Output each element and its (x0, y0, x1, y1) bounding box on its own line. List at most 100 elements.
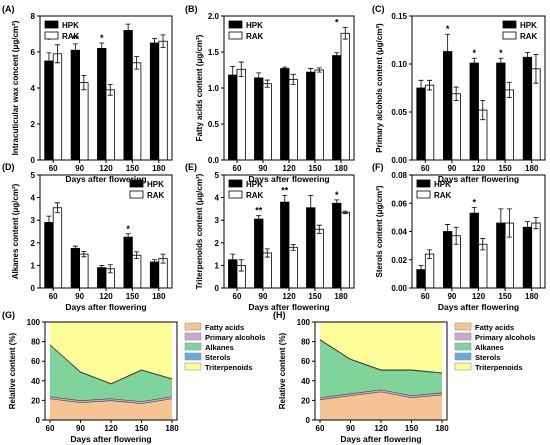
area-triterpenoids (320, 322, 442, 373)
x-tick-label: 60 (421, 292, 430, 301)
area-fatty-acids (320, 391, 442, 420)
error-bar (238, 61, 244, 77)
bar-hpk (332, 202, 342, 289)
panel-label: (F) (372, 162, 384, 172)
plot-frame (223, 15, 355, 161)
y-tick-label: 1 (215, 261, 220, 270)
panel-f: (F) 0.00 0.02 0.04 0.06 0.08 Sterols content (… (372, 162, 546, 312)
x-tick-label: 90 (346, 424, 355, 433)
y-tick-label: 2 (31, 239, 36, 248)
y-tick-label: 0 (215, 284, 220, 293)
error-bar (99, 265, 105, 271)
y-tick-label: 4 (215, 194, 220, 203)
error-bar (427, 79, 433, 91)
x-tick-label: 150 (405, 424, 419, 433)
legend-label: HPK (434, 180, 451, 189)
legend-label: RAK (147, 191, 165, 200)
legend-swatch-rak (129, 190, 144, 199)
bar-hpk (97, 48, 107, 161)
y-tick-label: 0.06 (391, 199, 407, 208)
bar-rak (262, 252, 272, 289)
legend-swatch-sterols (454, 352, 472, 361)
significance-mark: * (472, 48, 476, 58)
y-tick-label: 0.02 (391, 256, 407, 265)
x-tick-label: 90 (447, 292, 456, 301)
y-tick-label: 1.0 (208, 84, 220, 93)
legend-swatch-fatty-acids (184, 322, 202, 331)
x-tick-label: 90 (76, 424, 85, 433)
error-bar (152, 259, 158, 265)
bar-rak (158, 40, 168, 161)
x-tick-label: 180 (525, 292, 539, 301)
x-tick-label: 120 (99, 292, 113, 301)
error-bar (498, 57, 504, 69)
legend-swatch-alkanes (184, 342, 202, 351)
x-tick-label: 90 (259, 164, 268, 173)
x-tick-label: 180 (165, 424, 179, 433)
significance-mark: * (126, 224, 130, 234)
x-tick-label: 90 (75, 164, 84, 173)
error-bar (99, 42, 105, 55)
error-bar (264, 79, 270, 88)
x-tick-label: 180 (152, 164, 166, 173)
error-bar (107, 84, 113, 96)
y-tick-label: 60 (31, 357, 40, 366)
error-bar (54, 44, 60, 64)
area-alkanes (50, 344, 172, 402)
y-axis-label: Fatty acids content (μg/cm²) (195, 34, 204, 141)
error-bar (342, 210, 348, 214)
legend-swatch-triterpenoids (454, 362, 472, 371)
y-axis-label: Triterpenoids content (μg/cm²) (195, 173, 204, 289)
legend-swatch-hpk (129, 179, 144, 188)
y-tick-label: 4 (31, 84, 36, 93)
legend-swatch-rak (228, 190, 243, 199)
legend-label: RAK (434, 191, 452, 200)
bar-rak (131, 62, 142, 161)
y-tick-label: 5 (31, 171, 36, 180)
significance-mark: * (335, 190, 339, 200)
x-tick-label: 60 (49, 164, 58, 173)
error-bar (524, 52, 530, 63)
y-tick-label: 80 (31, 338, 40, 347)
bar-rak (105, 89, 115, 161)
error-bar (316, 224, 322, 234)
legend-swatch-triterpenoids (184, 362, 202, 371)
significance-mark: * (499, 48, 503, 58)
legend-swatch-rak (44, 31, 59, 40)
legend-label: HPK (246, 180, 263, 189)
significance-mark: ** (72, 34, 80, 44)
error-bar (290, 243, 296, 251)
legend-swatch-hpk (502, 20, 517, 29)
bar-rak (79, 253, 89, 289)
significance-mark: * (472, 197, 476, 207)
plot-frame (223, 174, 355, 289)
y-tick-label: 0.00 (391, 284, 407, 293)
x-tick-label: 120 (374, 424, 388, 433)
legend-label: Triterpenoids (205, 363, 253, 372)
bar-rak (451, 93, 461, 161)
bar-hpk (254, 77, 264, 161)
plot-frame (411, 15, 546, 161)
legend-label: Triterpenoids (475, 363, 523, 372)
x-axis-label: Days after flowering (438, 302, 519, 312)
bar-hpk (97, 267, 107, 289)
x-tick-label: 150 (498, 164, 512, 173)
y-tick-label: 3 (31, 216, 36, 225)
error-bar (290, 73, 296, 85)
x-tick-label: 120 (282, 292, 296, 301)
x-axis-label: Days after flowering (65, 174, 146, 184)
significance-mark: * (47, 35, 51, 45)
area-primary-alcohols (320, 389, 442, 400)
error-bar (81, 75, 87, 91)
bar-hpk (469, 62, 479, 161)
error-bar (453, 86, 459, 101)
legend-label: HPK (62, 21, 79, 30)
error-bar (480, 238, 486, 251)
area-triterpenoids (50, 322, 172, 384)
bar-hpk (522, 226, 533, 289)
error-bar (238, 259, 244, 272)
y-tick-label: 1 (31, 261, 36, 270)
error-bar (316, 67, 322, 73)
y-tick-label: 0.5 (208, 120, 220, 129)
legend-label: Alkanes (205, 343, 234, 352)
